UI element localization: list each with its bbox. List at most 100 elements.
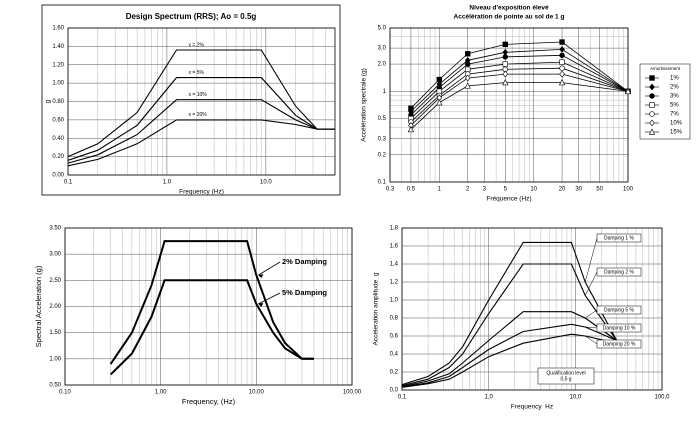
y-tick-label: 1,8 <box>390 226 399 232</box>
series-line <box>410 67 629 123</box>
x-tick-label: 10.00 <box>249 390 265 396</box>
y-tick-label: 1.60 <box>52 26 64 32</box>
y-tick-label: 1.00 <box>52 81 64 87</box>
series-label: Damping 20 % <box>603 341 636 347</box>
series-label: Damping 2 % <box>604 269 635 275</box>
series-line <box>410 41 629 109</box>
y-tick-label: 0,2 <box>390 370 399 376</box>
x-tick-label: 1,0 <box>484 395 493 401</box>
legend-box <box>639 63 691 140</box>
label-arrow <box>258 261 281 276</box>
series-label: x = 5% <box>189 70 205 76</box>
leader-line <box>584 271 598 296</box>
series-label: 5% Damping <box>282 288 327 297</box>
y-tick-label: 1.20 <box>52 62 64 68</box>
series-line <box>109 240 314 365</box>
series-label: 2% Damping <box>282 257 327 266</box>
y-tick-label: 1.00 <box>49 356 61 362</box>
x-axis-label: Frequency (Hz) <box>179 189 224 196</box>
marker <box>465 61 471 67</box>
legend-label: 3% <box>670 94 679 100</box>
series-line <box>410 54 629 116</box>
y-tick-label: 3.0 <box>378 46 387 52</box>
x-tick-label: 1 <box>438 187 442 193</box>
y-tick-label: 1 <box>383 89 387 95</box>
y-tick-label: 5.0 <box>378 26 387 32</box>
x-tick-label: 2 <box>466 187 470 193</box>
y-tick-label: 1.50 <box>49 330 61 336</box>
x-tick-label: 3 <box>483 187 487 193</box>
y-tick-label: 3.50 <box>49 226 61 232</box>
series-label: x = 20% <box>189 112 208 118</box>
marker <box>649 119 655 127</box>
x-axis-label: Frequency, (Hz) <box>182 397 236 406</box>
y-axis-label: g <box>45 99 52 103</box>
arrow-head <box>258 274 264 279</box>
y-tick-label: 2.00 <box>49 304 61 310</box>
y-tick-label: 3.00 <box>49 252 61 258</box>
y-tick-label: 0.3 <box>378 136 387 142</box>
y-tick-label: 0.20 <box>52 154 64 160</box>
leader-line <box>585 335 598 345</box>
y-axis-label: Spectral Acceleration (g) <box>34 265 43 347</box>
legend-title: Amortissement <box>650 66 681 71</box>
x-tick-label: 5 <box>504 187 508 193</box>
series-line <box>67 99 335 164</box>
marker <box>559 65 565 71</box>
panel-frame <box>41 4 341 196</box>
marker <box>559 52 565 58</box>
x-tick-label: 0.1 <box>64 180 73 186</box>
y-tick-label: 0.5 <box>378 116 387 122</box>
marker <box>502 70 509 78</box>
y-axis-label: Acceleration amplitude g <box>373 272 380 345</box>
y-tick-label: 1,0 <box>390 298 399 304</box>
series-line <box>410 61 629 119</box>
marker <box>559 59 565 65</box>
series-line <box>410 73 629 126</box>
marker <box>465 51 471 57</box>
marker <box>502 54 508 60</box>
y-tick-label: 1.40 <box>52 44 64 50</box>
chart-title: Niveau d'exposition élevé <box>469 5 549 12</box>
x-tick-label: 100,0 <box>654 395 670 401</box>
series-line <box>401 323 623 388</box>
marker <box>649 111 655 117</box>
x-tick-label: 0,1 <box>398 395 407 401</box>
y-tick-label: 1,2 <box>390 280 399 286</box>
marker <box>502 41 508 48</box>
marker <box>624 87 632 95</box>
y-tick-label: 2.50 <box>49 278 61 284</box>
x-tick-label: 1.0 <box>163 180 172 186</box>
plot-frame <box>401 227 663 391</box>
y-tick-label: 0.2 <box>378 152 387 158</box>
series-line <box>109 279 314 376</box>
series-label: x = 2% <box>189 42 205 48</box>
marker <box>649 75 655 81</box>
y-tick-label: 1,4 <box>390 262 399 268</box>
annotation: Qualification level <box>546 370 585 376</box>
plot-area <box>390 28 628 182</box>
marker <box>464 82 471 89</box>
series-line <box>401 263 623 387</box>
annotation-box <box>537 367 595 385</box>
series-line <box>67 49 335 158</box>
series-line <box>410 48 629 112</box>
chart-title: Design Spectrum (RRS); Ao = 0.5g <box>126 12 257 21</box>
x-tick-label: 100.00 <box>343 390 362 396</box>
x-axis-label: Fréquence (Hz) <box>486 196 531 203</box>
y-axis-label: Accélération spectrale (g) <box>361 68 368 142</box>
marker <box>649 102 655 108</box>
leader-line <box>585 309 598 319</box>
y-tick-label: 0,0 <box>390 388 399 394</box>
legend-label: 15% <box>670 130 683 136</box>
series-label: Damping 1 % <box>604 235 635 241</box>
leader-line <box>585 326 598 329</box>
series-label: Damping 10 % <box>603 325 636 331</box>
series-label: Damping 5 % <box>604 307 635 313</box>
plot-frame <box>67 27 336 176</box>
series-line <box>67 119 335 167</box>
plot-frame <box>64 227 353 386</box>
marker <box>649 83 655 91</box>
label-arrow <box>258 292 281 305</box>
